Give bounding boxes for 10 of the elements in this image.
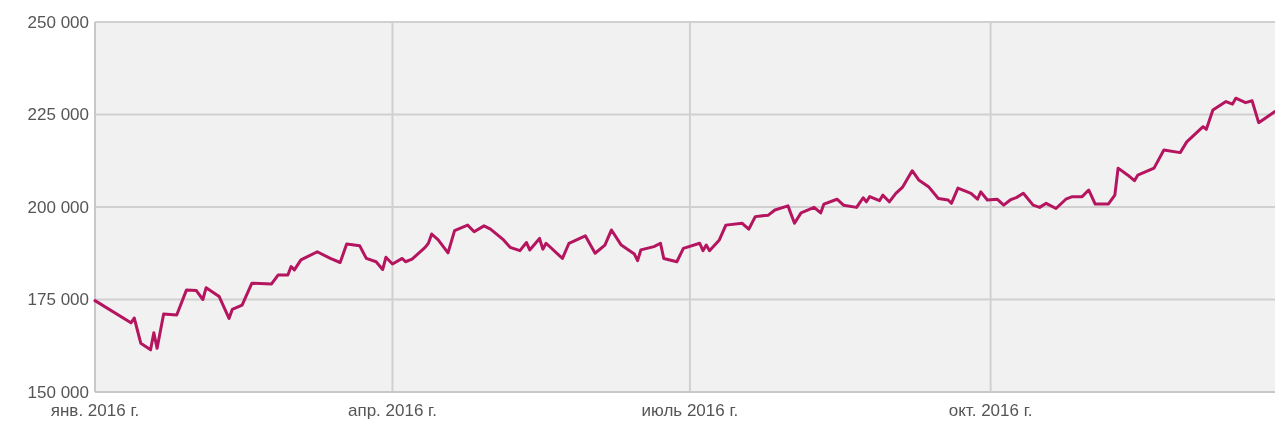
x-tick-label: июль 2016 г. — [641, 401, 739, 420]
x-tick-label: апр. 2016 г. — [347, 401, 437, 420]
line-series — [93, 96, 1275, 352]
y-tick-label: 150 000 — [27, 382, 89, 402]
y-tick-label: 250 000 — [27, 12, 89, 32]
y-tick-label: 200 000 — [27, 197, 89, 217]
y-tick-label: 175 000 — [27, 290, 89, 310]
y-tick-label: 225 000 — [27, 105, 89, 125]
x-tick-label: янв. 2016 г. — [50, 401, 140, 420]
x-tick-label: окт. 2016 г. — [948, 401, 1033, 420]
